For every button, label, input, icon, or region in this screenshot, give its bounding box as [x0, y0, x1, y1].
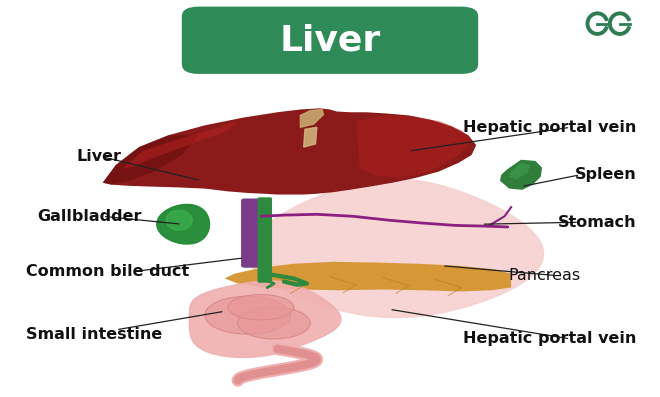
Polygon shape: [205, 296, 290, 334]
Text: Stomach: Stomach: [558, 215, 636, 230]
Polygon shape: [238, 307, 310, 339]
Polygon shape: [103, 108, 477, 195]
Polygon shape: [509, 163, 530, 179]
Text: Common bile duct: Common bile duct: [26, 264, 189, 279]
Polygon shape: [189, 281, 341, 357]
FancyBboxPatch shape: [182, 7, 478, 74]
Text: Gallbladder: Gallbladder: [37, 209, 141, 224]
Polygon shape: [248, 179, 544, 318]
Text: Pancreas: Pancreas: [508, 268, 580, 283]
Polygon shape: [103, 135, 198, 185]
FancyBboxPatch shape: [241, 198, 263, 268]
Text: Hepatic portal vein: Hepatic portal vein: [463, 331, 636, 347]
Text: Liver: Liver: [279, 23, 381, 57]
Polygon shape: [500, 160, 542, 190]
Text: Liver: Liver: [77, 149, 121, 164]
Text: Hepatic portal vein: Hepatic portal vein: [463, 120, 636, 135]
Polygon shape: [304, 127, 317, 147]
FancyBboxPatch shape: [257, 197, 272, 283]
Text: Spleen: Spleen: [574, 167, 636, 182]
Text: Small intestine: Small intestine: [26, 328, 162, 343]
Polygon shape: [356, 116, 472, 178]
Polygon shape: [300, 110, 323, 127]
Polygon shape: [123, 121, 238, 169]
Polygon shape: [166, 210, 192, 230]
Polygon shape: [157, 204, 209, 244]
Polygon shape: [224, 262, 511, 291]
Polygon shape: [228, 295, 294, 320]
Polygon shape: [244, 202, 261, 254]
